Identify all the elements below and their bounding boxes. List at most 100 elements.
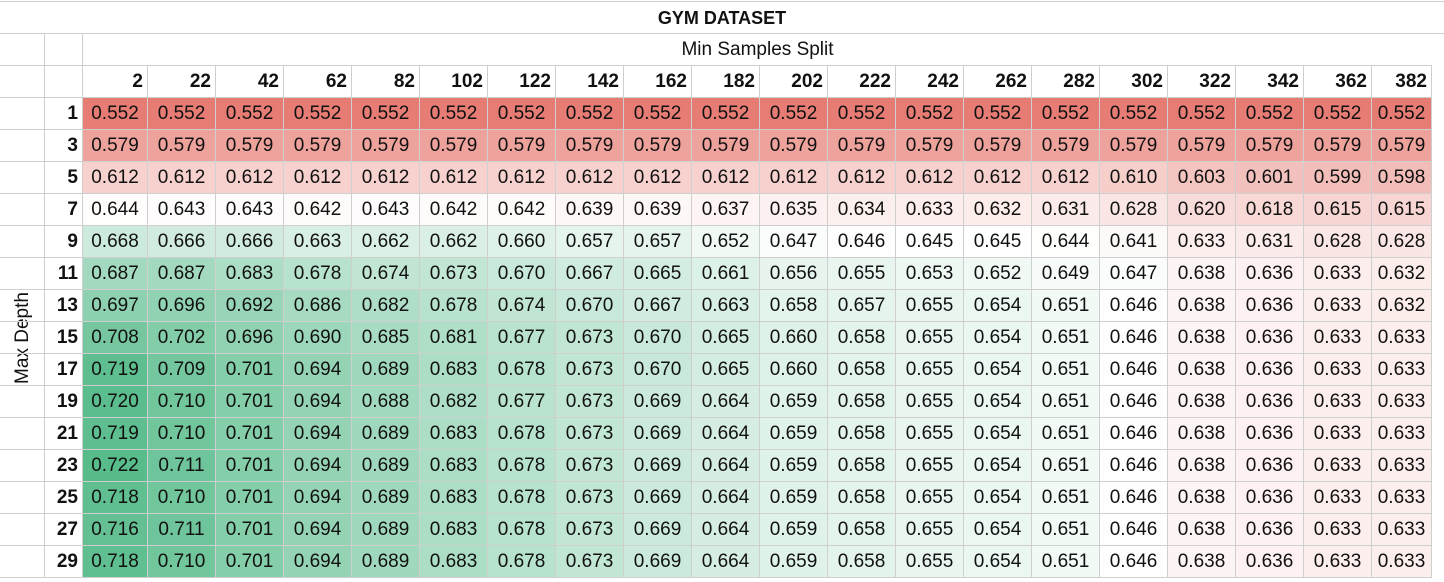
heatmap-cell: 0.655	[896, 290, 964, 322]
heatmap-cell: 0.658	[828, 418, 896, 450]
heatmap-cell: 0.678	[488, 418, 556, 450]
heatmap-cell: 0.669	[624, 546, 692, 578]
heatmap-cell: 0.656	[760, 258, 828, 290]
heatmap-cell: 0.701	[216, 514, 284, 546]
heatmap-cell: 0.638	[1168, 290, 1236, 322]
heatmap-cell: 0.615	[1304, 194, 1372, 226]
heatmap-cell: 0.552	[488, 98, 556, 130]
heatmap-cell: 0.636	[1236, 322, 1304, 354]
heatmap-cell: 0.642	[420, 194, 488, 226]
heatmap-cell: 0.598	[1372, 162, 1432, 194]
heatmap-cell: 0.579	[420, 130, 488, 162]
grid-cell	[0, 322, 45, 354]
x-tick-label: 182	[692, 66, 760, 98]
heatmap-cell: 0.637	[692, 194, 760, 226]
grid-cell	[0, 450, 45, 482]
heatmap-cell: 0.678	[488, 354, 556, 386]
heatmap-cell: 0.709	[148, 354, 216, 386]
x-tick-label: 102	[420, 66, 488, 98]
heatmap-cell: 0.645	[964, 226, 1032, 258]
heatmap-cell: 0.655	[896, 514, 964, 546]
heatmap-cell: 0.579	[1100, 130, 1168, 162]
heatmap-cell: 0.659	[760, 450, 828, 482]
heatmap-cell: 0.658	[828, 354, 896, 386]
heatmap-cell: 0.655	[896, 386, 964, 418]
x-tick-label: 82	[352, 66, 420, 98]
heatmap-cell: 0.658	[828, 450, 896, 482]
heatmap-cell: 0.633	[1304, 322, 1372, 354]
heatmap-cell: 0.612	[760, 162, 828, 194]
heatmap-cell: 0.719	[83, 418, 148, 450]
heatmap-cell: 0.612	[148, 162, 216, 194]
heatmap-cell: 0.652	[964, 258, 1032, 290]
heatmap-cell: 0.612	[284, 162, 352, 194]
heatmap-cell: 0.552	[216, 98, 284, 130]
y-tick-label: 21	[45, 418, 83, 450]
heatmap-cell: 0.683	[420, 514, 488, 546]
heatmap-cell: 0.664	[692, 386, 760, 418]
heatmap-cell: 0.636	[1236, 386, 1304, 418]
heatmap-cell: 0.646	[1100, 514, 1168, 546]
heatmap-cell: 0.612	[352, 162, 420, 194]
heatmap-cell: 0.666	[216, 226, 284, 258]
grid-cell	[45, 66, 83, 98]
heatmap-cell: 0.641	[1100, 226, 1168, 258]
heatmap-cell: 0.658	[828, 482, 896, 514]
heatmap-cell: 0.636	[1236, 514, 1304, 546]
heatmap-cell: 0.678	[488, 450, 556, 482]
heatmap-cell: 0.579	[352, 130, 420, 162]
heatmap-cell: 0.653	[896, 258, 964, 290]
heatmap-cell: 0.654	[964, 418, 1032, 450]
heatmap-cell: 0.633	[1372, 546, 1432, 578]
heatmap-cell: 0.646	[1100, 450, 1168, 482]
heatmap-cell: 0.638	[1168, 258, 1236, 290]
heatmap-cell: 0.552	[1372, 98, 1432, 130]
heatmap-cell: 0.612	[216, 162, 284, 194]
heatmap-cell: 0.670	[624, 354, 692, 386]
heatmap-cell: 0.658	[828, 386, 896, 418]
heatmap-cell: 0.636	[1236, 546, 1304, 578]
heatmap-cell: 0.647	[1100, 258, 1168, 290]
heatmap-cell: 0.689	[352, 546, 420, 578]
grid-cell	[0, 482, 45, 514]
heatmap-cell: 0.702	[148, 322, 216, 354]
heatmap-cell: 0.552	[896, 98, 964, 130]
heatmap-cell: 0.644	[83, 194, 148, 226]
heatmap-cell: 0.642	[284, 194, 352, 226]
heatmap-cell: 0.666	[148, 226, 216, 258]
heatmap-cell: 0.643	[216, 194, 284, 226]
heatmap-cell: 0.633	[1304, 354, 1372, 386]
heatmap-cell: 0.677	[488, 386, 556, 418]
heatmap-cell: 0.655	[896, 546, 964, 578]
heatmap-cell: 0.638	[1168, 514, 1236, 546]
heatmap-cell: 0.683	[216, 258, 284, 290]
heatmap-cell: 0.636	[1236, 450, 1304, 482]
heatmap-cell: 0.655	[896, 482, 964, 514]
heatmap-cell: 0.633	[1304, 482, 1372, 514]
heatmap-cell: 0.631	[1032, 194, 1100, 226]
heatmap-cell: 0.639	[624, 194, 692, 226]
heatmap-cell: 0.552	[83, 98, 148, 130]
heatmap-cell: 0.636	[1236, 354, 1304, 386]
y-tick-label: 11	[45, 258, 83, 290]
grid-cell	[0, 130, 45, 162]
heatmap-cell: 0.669	[624, 482, 692, 514]
x-tick-label: 322	[1168, 66, 1236, 98]
heatmap-cell: 0.701	[216, 386, 284, 418]
heatmap-cell: 0.638	[1168, 450, 1236, 482]
y-tick-label: 27	[45, 514, 83, 546]
heatmap-cell: 0.651	[1032, 322, 1100, 354]
heatmap-cell: 0.603	[1168, 162, 1236, 194]
heatmap-cell: 0.678	[488, 514, 556, 546]
heatmap-cell: 0.612	[964, 162, 1032, 194]
heatmap-cell: 0.669	[624, 386, 692, 418]
heatmap-cell: 0.601	[1236, 162, 1304, 194]
heatmap-cell: 0.552	[760, 98, 828, 130]
heatmap-cell: 0.646	[1100, 386, 1168, 418]
heatmap-cell: 0.694	[284, 482, 352, 514]
heatmap-cell: 0.655	[896, 354, 964, 386]
heatmap-cell: 0.697	[83, 290, 148, 322]
heatmap-cell: 0.664	[692, 546, 760, 578]
heatmap-cell: 0.710	[148, 482, 216, 514]
heatmap-cell: 0.708	[83, 322, 148, 354]
